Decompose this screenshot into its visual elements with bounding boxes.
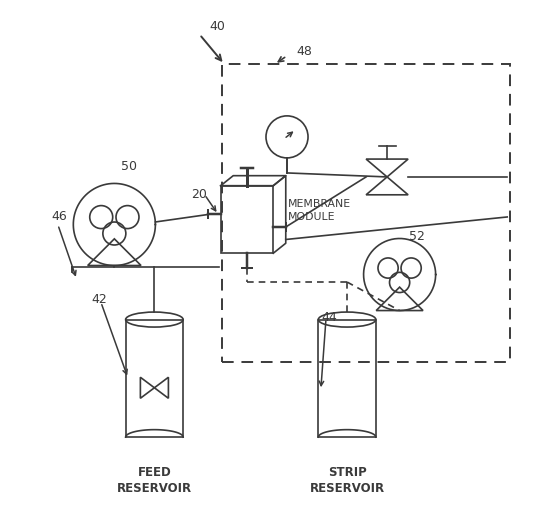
Text: 20: 20 (191, 187, 207, 200)
Text: 52: 52 (409, 230, 425, 243)
Text: STRIP
RESERVOIR: STRIP RESERVOIR (310, 465, 384, 494)
Text: 42: 42 (91, 292, 107, 306)
Bar (220, 186, 273, 254)
Text: 48: 48 (296, 45, 312, 58)
Text: 40: 40 (209, 20, 225, 33)
Text: FEED
RESERVOIR: FEED RESERVOIR (117, 465, 192, 494)
Text: 44: 44 (322, 310, 337, 323)
Text: MEMBRANE
MODULE: MEMBRANE MODULE (288, 198, 351, 222)
Bar (222, 65, 510, 363)
Text: 46: 46 (52, 210, 67, 223)
Text: 50: 50 (121, 160, 137, 173)
